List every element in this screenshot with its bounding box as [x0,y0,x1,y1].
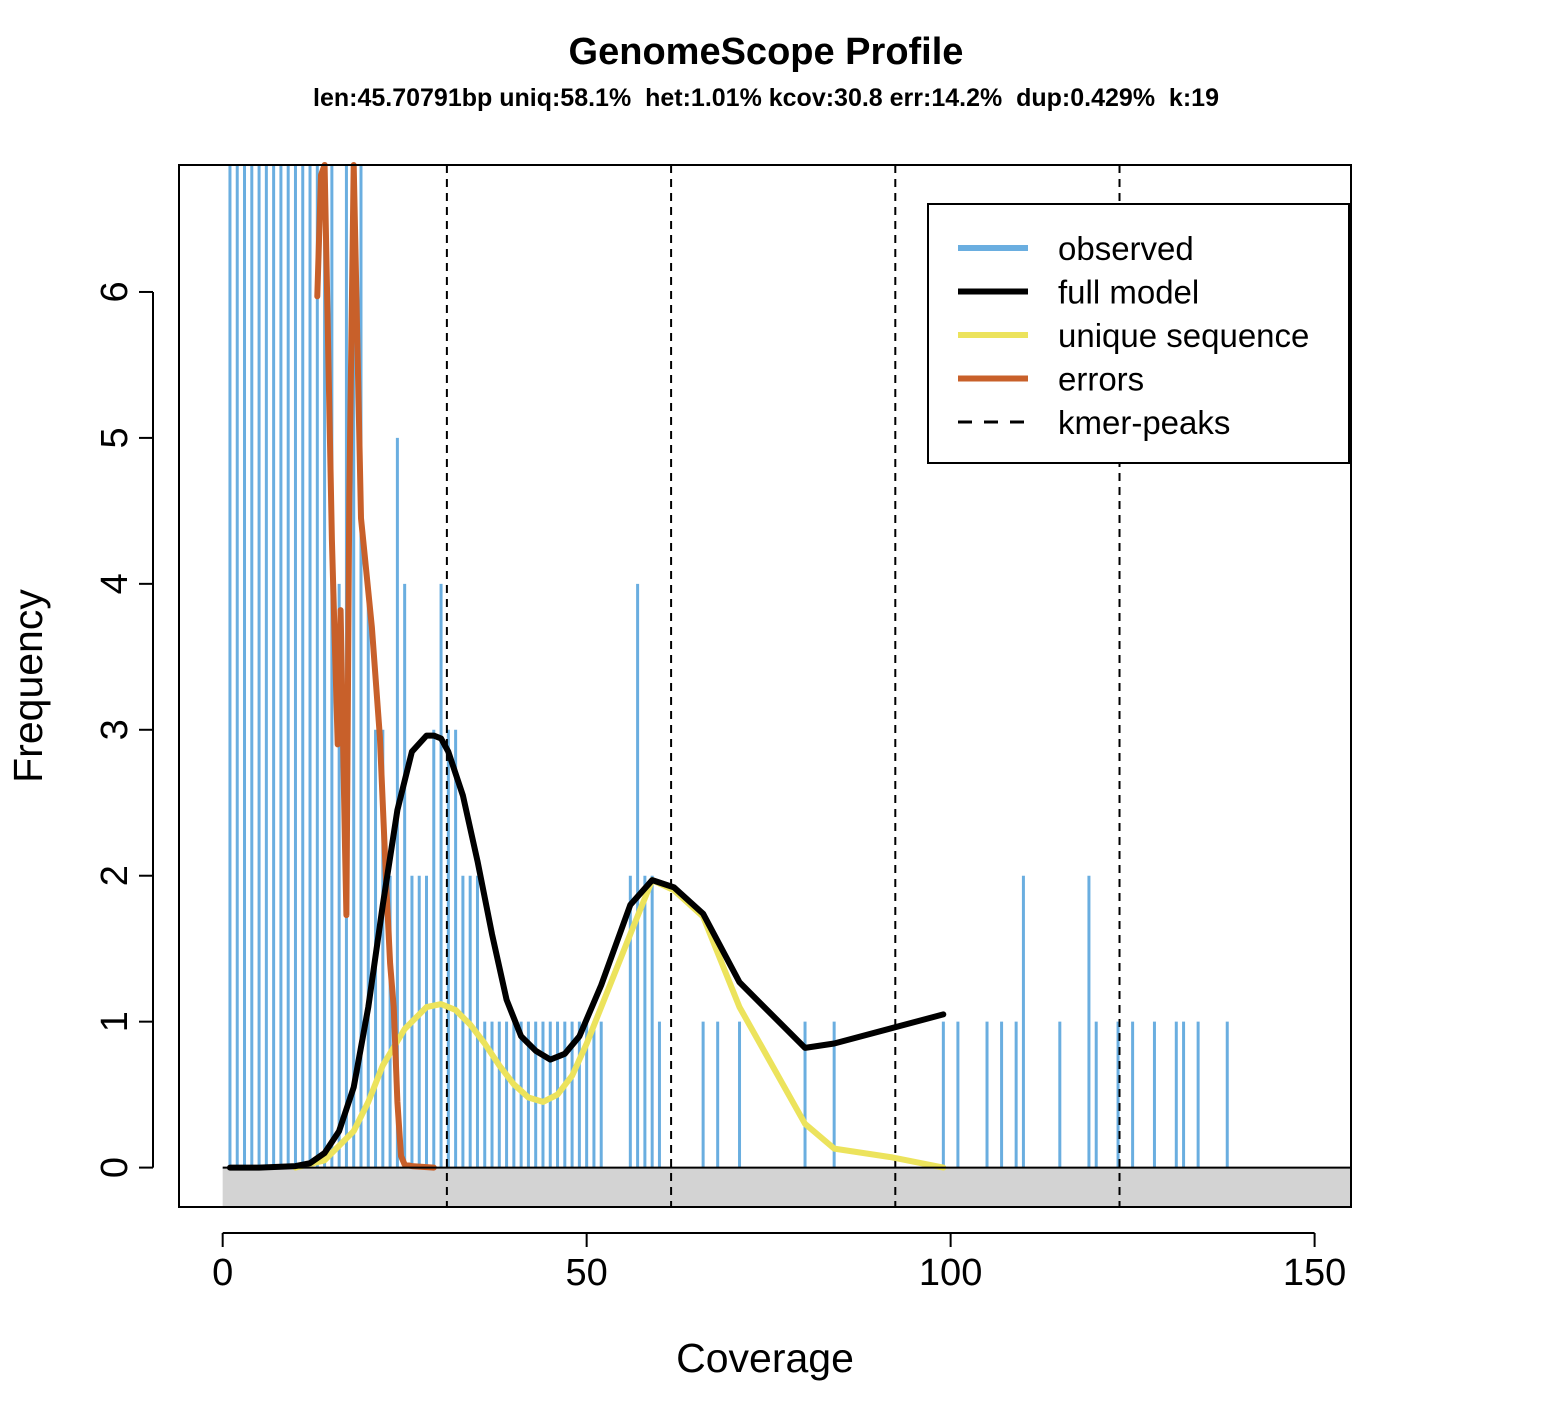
y-tick-label: 2 [94,865,136,886]
y-tick-label: 4 [94,573,136,594]
x-tick-label: 0 [212,1252,233,1294]
y-tick-label: 6 [94,281,136,302]
x-tick-label: 50 [566,1252,608,1294]
y-tick-label: 5 [94,427,136,448]
legend-label-kmer-peaks: kmer-peaks [1058,404,1230,441]
errors-curve [314,162,437,1171]
legend-label-unique-sequence: unique sequence [1058,317,1309,354]
legend-label-full-model: full model [1058,274,1199,311]
y-axis: 0 1 2 3 4 5 6 [94,281,154,1178]
y-tick-label: 0 [94,1157,136,1178]
model-curves [227,162,947,1171]
y-tick-label: 3 [94,719,136,740]
plot-frame [178,164,1352,1208]
x-tick-label: 100 [919,1252,982,1294]
y-axis-label: Frequency [5,589,51,783]
chart-subtitle: len:45.70791bp uniq:58.1% het:1.01% kcov… [313,84,1219,112]
x-axis-label: Coverage [676,1335,854,1381]
y-tick-label: 1 [94,1011,136,1032]
x-axis: 0 50 100 150 [212,1232,1346,1294]
chart-title: GenomeScope Profile [569,31,964,73]
zero-band [222,1167,1352,1207]
full-model-curve [227,732,947,1171]
legend-label-errors: errors [1058,361,1144,398]
legend-label-observed: observed [1058,230,1194,267]
legend: observed full model unique sequence errors k… [927,203,1350,464]
x-tick-label: 150 [1283,1252,1346,1294]
